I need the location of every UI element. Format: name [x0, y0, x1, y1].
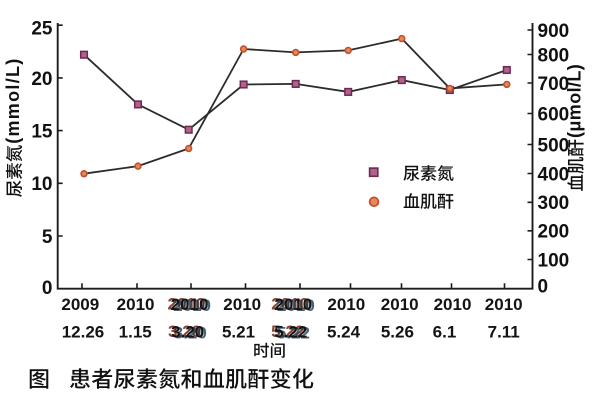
svg-text:1.15: 1.15 [119, 323, 152, 342]
svg-text:20: 20 [31, 69, 52, 90]
svg-text:5.22: 5.22 [274, 323, 307, 342]
svg-text:7.11: 7.11 [488, 323, 520, 342]
svg-text:5.24: 5.24 [327, 323, 361, 342]
svg-text:100: 100 [538, 250, 570, 271]
svg-text:2010: 2010 [171, 295, 209, 314]
svg-text:(mmol/L): (mmol/L) [3, 57, 23, 143]
svg-text:300: 300 [538, 193, 570, 214]
svg-text:0: 0 [42, 278, 53, 299]
svg-text:2010: 2010 [167, 294, 205, 313]
svg-text:3.20: 3.20 [174, 323, 207, 342]
svg-text:15: 15 [31, 122, 53, 143]
svg-text:2010: 2010 [173, 296, 211, 315]
svg-text:5.22: 5.22 [277, 323, 310, 342]
svg-text:10: 10 [31, 174, 52, 195]
svg-text:3.20: 3.20 [171, 323, 204, 342]
svg-text:2010: 2010 [381, 295, 419, 314]
svg-text:900: 900 [538, 21, 570, 42]
svg-text:2010: 2010 [271, 294, 309, 313]
svg-text:5: 5 [42, 227, 53, 248]
svg-text:200: 200 [538, 222, 570, 243]
svg-text:2010: 2010 [274, 295, 312, 314]
svg-text:2010: 2010 [434, 295, 472, 314]
svg-text:2010: 2010 [485, 295, 523, 314]
svg-text:2009: 2009 [61, 295, 99, 314]
svg-text:25: 25 [31, 18, 53, 39]
svg-text:(μmol/L): (μmol/L) [564, 64, 584, 138]
svg-text:3.20: 3.20 [168, 322, 201, 341]
svg-text:2010: 2010 [223, 295, 261, 314]
svg-text:400: 400 [538, 164, 570, 185]
svg-text:600: 600 [538, 104, 570, 125]
svg-text:2010: 2010 [277, 296, 315, 315]
svg-text:0: 0 [538, 277, 549, 298]
svg-text:5.21: 5.21 [222, 323, 255, 342]
svg-text:5.22: 5.22 [271, 322, 304, 341]
svg-text:700: 700 [538, 74, 570, 95]
svg-text:5.26: 5.26 [381, 323, 414, 342]
svg-text:2010: 2010 [327, 295, 365, 314]
svg-text:800: 800 [538, 45, 570, 66]
svg-text:2010: 2010 [117, 295, 155, 314]
svg-text:500: 500 [538, 135, 570, 156]
svg-text:6.1: 6.1 [433, 323, 457, 342]
svg-text:12.26: 12.26 [62, 323, 105, 342]
